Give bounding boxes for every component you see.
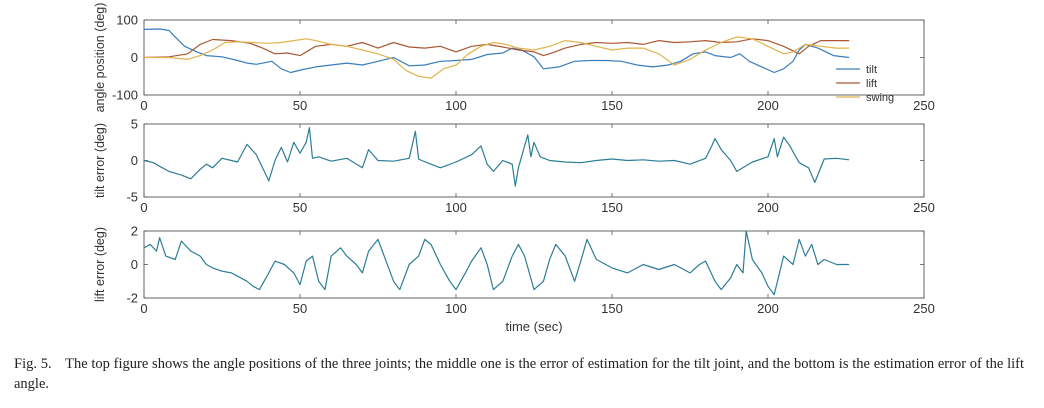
y-tick-label: 5 — [131, 117, 138, 132]
series-line-lift — [143, 38, 850, 59]
x-tick-label: 0 — [140, 200, 147, 215]
x-tick-label: 100 — [445, 98, 467, 113]
x-tick-label: 100 — [445, 301, 467, 316]
y-tick-label: 0 — [131, 153, 138, 168]
x-tick-label: 200 — [757, 301, 779, 316]
x-tick-label: 250 — [913, 98, 935, 113]
x-axis-label: time (sec) — [505, 319, 562, 334]
x-tick-label: 200 — [757, 98, 779, 113]
y-axis-label: tilt error (deg) — [93, 123, 107, 198]
y-tick-label: 0 — [131, 50, 138, 65]
series-line-series-0 — [143, 127, 850, 187]
x-tick-label: 50 — [293, 98, 307, 113]
x-tick-label: 100 — [445, 200, 467, 215]
series-line-swing — [144, 36, 850, 79]
plot-frame — [143, 123, 925, 198]
figure-caption: Fig. 5. The top figure shows the angle p… — [14, 354, 1024, 394]
y-axis-label: angle position (deg) — [93, 3, 107, 113]
y-axis-label: lift error (deg) — [93, 227, 107, 302]
y-tick-label: 100 — [116, 13, 138, 28]
series-line-series-0 — [143, 230, 850, 296]
x-tick-label: 50 — [293, 301, 307, 316]
y-tick-label: 2 — [131, 224, 138, 239]
x-tick-label: 50 — [293, 200, 307, 215]
y-tick-label: 0 — [131, 257, 138, 272]
caption-text: The top figure shows the angle positions… — [14, 356, 1024, 392]
legend-label: tilt — [866, 64, 877, 76]
x-tick-label: 250 — [913, 200, 935, 215]
caption-label: Fig. 5. — [14, 356, 52, 372]
x-tick-label: 0 — [140, 98, 147, 113]
x-tick-label: 150 — [601, 301, 623, 316]
legend-label: swing — [866, 92, 894, 104]
x-tick-label: 150 — [601, 200, 623, 215]
x-tick-label: 150 — [601, 98, 623, 113]
series-line-tilt — [143, 28, 850, 74]
x-tick-label: 0 — [140, 301, 147, 316]
y-tick-label: -5 — [126, 190, 138, 205]
y-tick-label: -2 — [126, 291, 138, 306]
x-tick-label: 250 — [913, 301, 935, 316]
x-tick-label: 200 — [757, 200, 779, 215]
y-tick-label: -100 — [112, 88, 138, 103]
legend-label: lift — [866, 78, 877, 90]
